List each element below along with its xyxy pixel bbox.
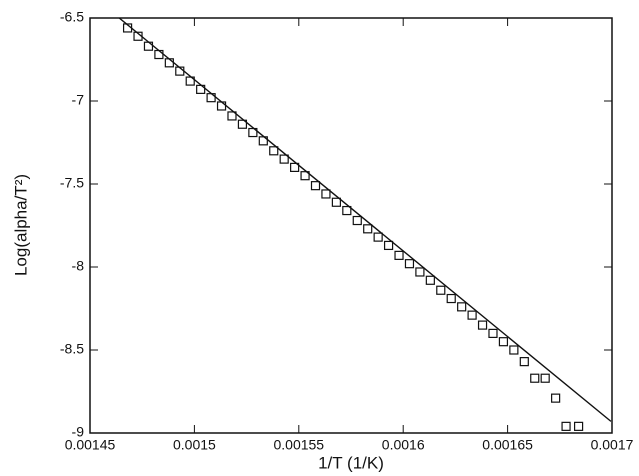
data-point	[551, 393, 561, 403]
data-point	[498, 337, 509, 347]
data-point	[446, 293, 456, 304]
data-point	[342, 205, 352, 216]
data-point	[269, 146, 279, 156]
data-point	[248, 127, 258, 138]
data-point	[383, 240, 394, 251]
data-point	[488, 328, 498, 338]
data-point	[321, 189, 331, 199]
x-tick-label: 0.00155	[273, 437, 324, 453]
data-point	[310, 181, 321, 191]
x-axis-title: 1/T (1/K)	[318, 453, 384, 472]
data-point	[436, 285, 446, 295]
data-point	[477, 320, 488, 330]
data-point	[561, 421, 571, 431]
data-point	[457, 302, 467, 312]
plot-frame	[89, 17, 613, 434]
x-tick-label: 0.0015	[173, 437, 216, 453]
y-tick-label: -7	[72, 92, 85, 108]
y-tick-label: -9	[72, 424, 85, 440]
fit-line	[118, 17, 612, 422]
data-point	[331, 197, 341, 207]
data-point	[404, 259, 415, 269]
y-tick-label: -6.5	[60, 9, 84, 25]
x-tick-label: 0.0017	[591, 437, 634, 453]
data-point	[352, 215, 362, 226]
data-point	[279, 154, 289, 164]
data-point	[216, 101, 227, 111]
data-point	[530, 373, 540, 383]
data-point	[467, 310, 477, 320]
x-tick-label: 0.00145	[65, 437, 116, 453]
data-point	[394, 250, 404, 260]
data-point	[154, 49, 164, 60]
data-point	[373, 232, 383, 242]
y-axis-title: Log(alpha/T²)	[11, 174, 30, 276]
data-point	[540, 373, 550, 383]
data-point	[237, 119, 248, 129]
data-point	[164, 58, 174, 68]
x-tick-label: 0.00165	[482, 437, 533, 453]
x-tick-label: 0.0016	[382, 437, 425, 453]
data-point	[227, 111, 237, 121]
data-point	[425, 275, 435, 285]
data-point	[519, 357, 529, 367]
data-point	[415, 267, 425, 277]
data-point	[509, 345, 519, 355]
y-tick-label: -7.5	[60, 175, 84, 191]
data-point	[300, 171, 310, 181]
y-tick-label: -8	[72, 258, 85, 274]
data-point	[363, 224, 373, 234]
data-point	[573, 421, 584, 431]
data-point	[290, 162, 300, 172]
y-tick-label: -8.5	[60, 341, 84, 357]
